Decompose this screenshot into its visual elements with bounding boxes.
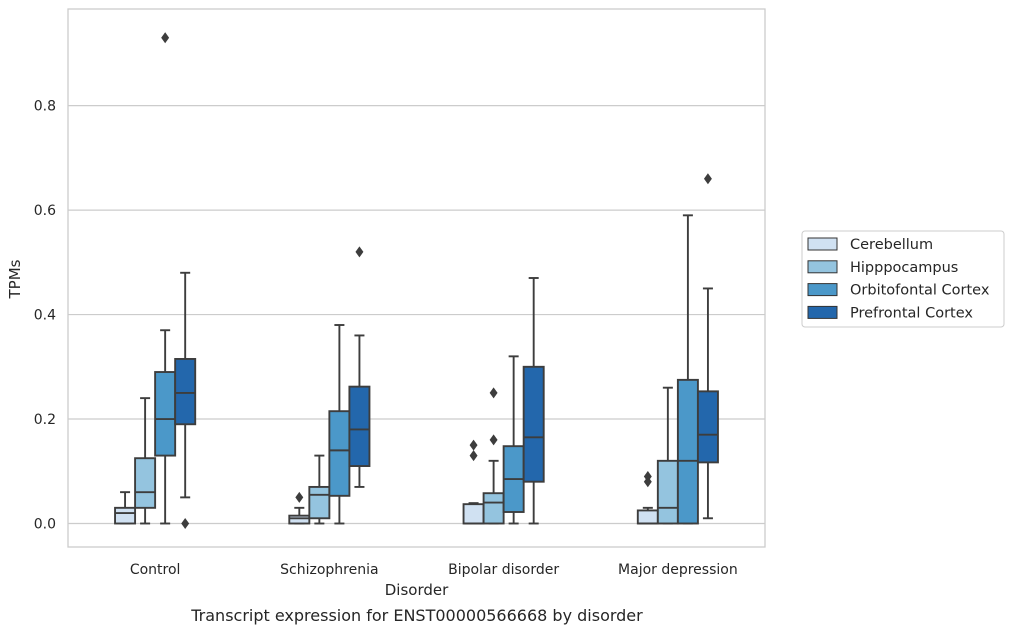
box-plot [174, 271, 197, 530]
legend-label: Cerebellum [850, 237, 933, 253]
box-iqr [114, 506, 137, 525]
x-tick-label: Control [130, 562, 181, 578]
outlier-point [643, 470, 652, 482]
box-iqr [522, 365, 545, 483]
outlier-point [181, 517, 190, 530]
x-tick-labels: Control Schizophrenia Bipolar disorder Majo… [130, 562, 738, 578]
y-tick-labels: 0.0 0.2 0.4 0.6 0.8 [34, 99, 56, 533]
legend: Cerebellum Hipppocampus Orbitofontal Corte… [801, 230, 1005, 328]
x-tick-label: Bipolar disorder [448, 562, 559, 578]
y-tick-label: 0.0 [34, 516, 56, 532]
legend-swatch [807, 237, 838, 251]
legend-label: Hipppocampus [850, 260, 958, 276]
box-iqr [696, 390, 719, 464]
box-plots [114, 32, 719, 530]
y-axis-label: TPMs [6, 259, 24, 299]
x-tick-label: Schizophrenia [280, 562, 378, 578]
legend-frame [801, 230, 1005, 328]
box-iqr [308, 485, 331, 520]
box-iqr [174, 358, 197, 426]
box-iqr [656, 459, 679, 525]
legend-swatch [807, 305, 838, 319]
box-plot [522, 277, 545, 525]
box-plot [636, 470, 659, 525]
box-iqr [636, 509, 659, 525]
box-plot [696, 173, 719, 520]
box-iqr [154, 371, 177, 457]
figure-caption: Transcript expression for ENST0000056666… [191, 606, 643, 625]
x-axis-label: Disorder [385, 581, 449, 599]
plot-frame [67, 8, 766, 548]
box-iqr [328, 410, 351, 497]
legend-label: Orbitofontal Cortex [850, 283, 990, 299]
box-plot [676, 214, 699, 525]
box-plot [134, 397, 157, 525]
outlier-point [469, 439, 478, 451]
legend-label: Prefrontal Cortex [850, 305, 973, 321]
legend-swatch [807, 260, 838, 274]
box-plot [462, 439, 485, 525]
outlier-point [295, 491, 304, 503]
box-plot [114, 491, 137, 525]
outlier-point [469, 450, 478, 462]
box-plot [288, 491, 311, 525]
box-plot [656, 386, 679, 525]
box-iqr [676, 378, 699, 525]
box-plot [308, 454, 331, 525]
outlier-point [161, 32, 170, 44]
y-tick-label: 0.2 [34, 412, 56, 428]
box-iqr [482, 492, 505, 525]
box-plot [154, 32, 177, 525]
box-iqr [348, 385, 371, 467]
box-iqr [462, 503, 485, 525]
box-iqr [288, 514, 311, 525]
box-plot [328, 324, 351, 525]
y-tick-label: 0.6 [34, 203, 56, 219]
box-iqr [134, 457, 157, 509]
outlier-point [703, 173, 712, 185]
outlier-point [489, 434, 498, 446]
box-plot [502, 355, 525, 525]
x-tick-label: Major depression [618, 562, 738, 578]
y-tick-label: 0.8 [34, 99, 56, 115]
box-plot [482, 387, 505, 525]
legend-swatch [807, 283, 838, 297]
y-tick-label: 0.4 [34, 308, 56, 324]
outlier-point [355, 246, 364, 258]
box-plot [348, 246, 371, 488]
outlier-point [489, 387, 498, 399]
